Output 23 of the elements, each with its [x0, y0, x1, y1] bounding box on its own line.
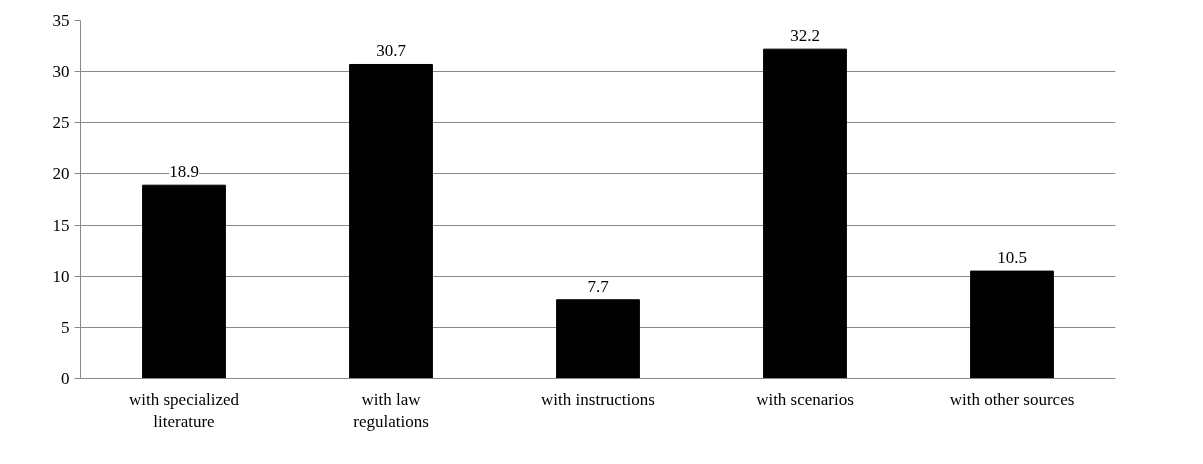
data-label: 32.2 [790, 26, 820, 46]
x-tick-label: with law regulations [353, 389, 429, 432]
bar [763, 48, 847, 379]
y-tick-label: 30 [52, 62, 70, 82]
y-tick-label: 0 [61, 369, 70, 388]
y-tick-label: 35 [52, 11, 70, 30]
bar [970, 270, 1054, 379]
data-label: 7.7 [587, 276, 610, 296]
y-tick-label: 15 [52, 215, 70, 235]
bar [349, 63, 433, 379]
x-tick-label: with instructions [541, 389, 655, 409]
bar [556, 299, 640, 379]
x-tick-label: with scenarios [756, 389, 854, 409]
y-tick-label: 25 [52, 113, 70, 133]
y-tick-label: 20 [52, 164, 70, 184]
data-label: 30.7 [376, 41, 407, 61]
y-tick-label: 10 [52, 266, 70, 286]
data-label: 18.9 [169, 162, 199, 182]
y-tick-label: 5 [61, 317, 70, 337]
x-tick-label: with other sources [949, 389, 1075, 409]
bar [142, 184, 226, 379]
x-tick-label: with specialized literature [129, 389, 240, 432]
data-label: 10.5 [997, 248, 1027, 268]
